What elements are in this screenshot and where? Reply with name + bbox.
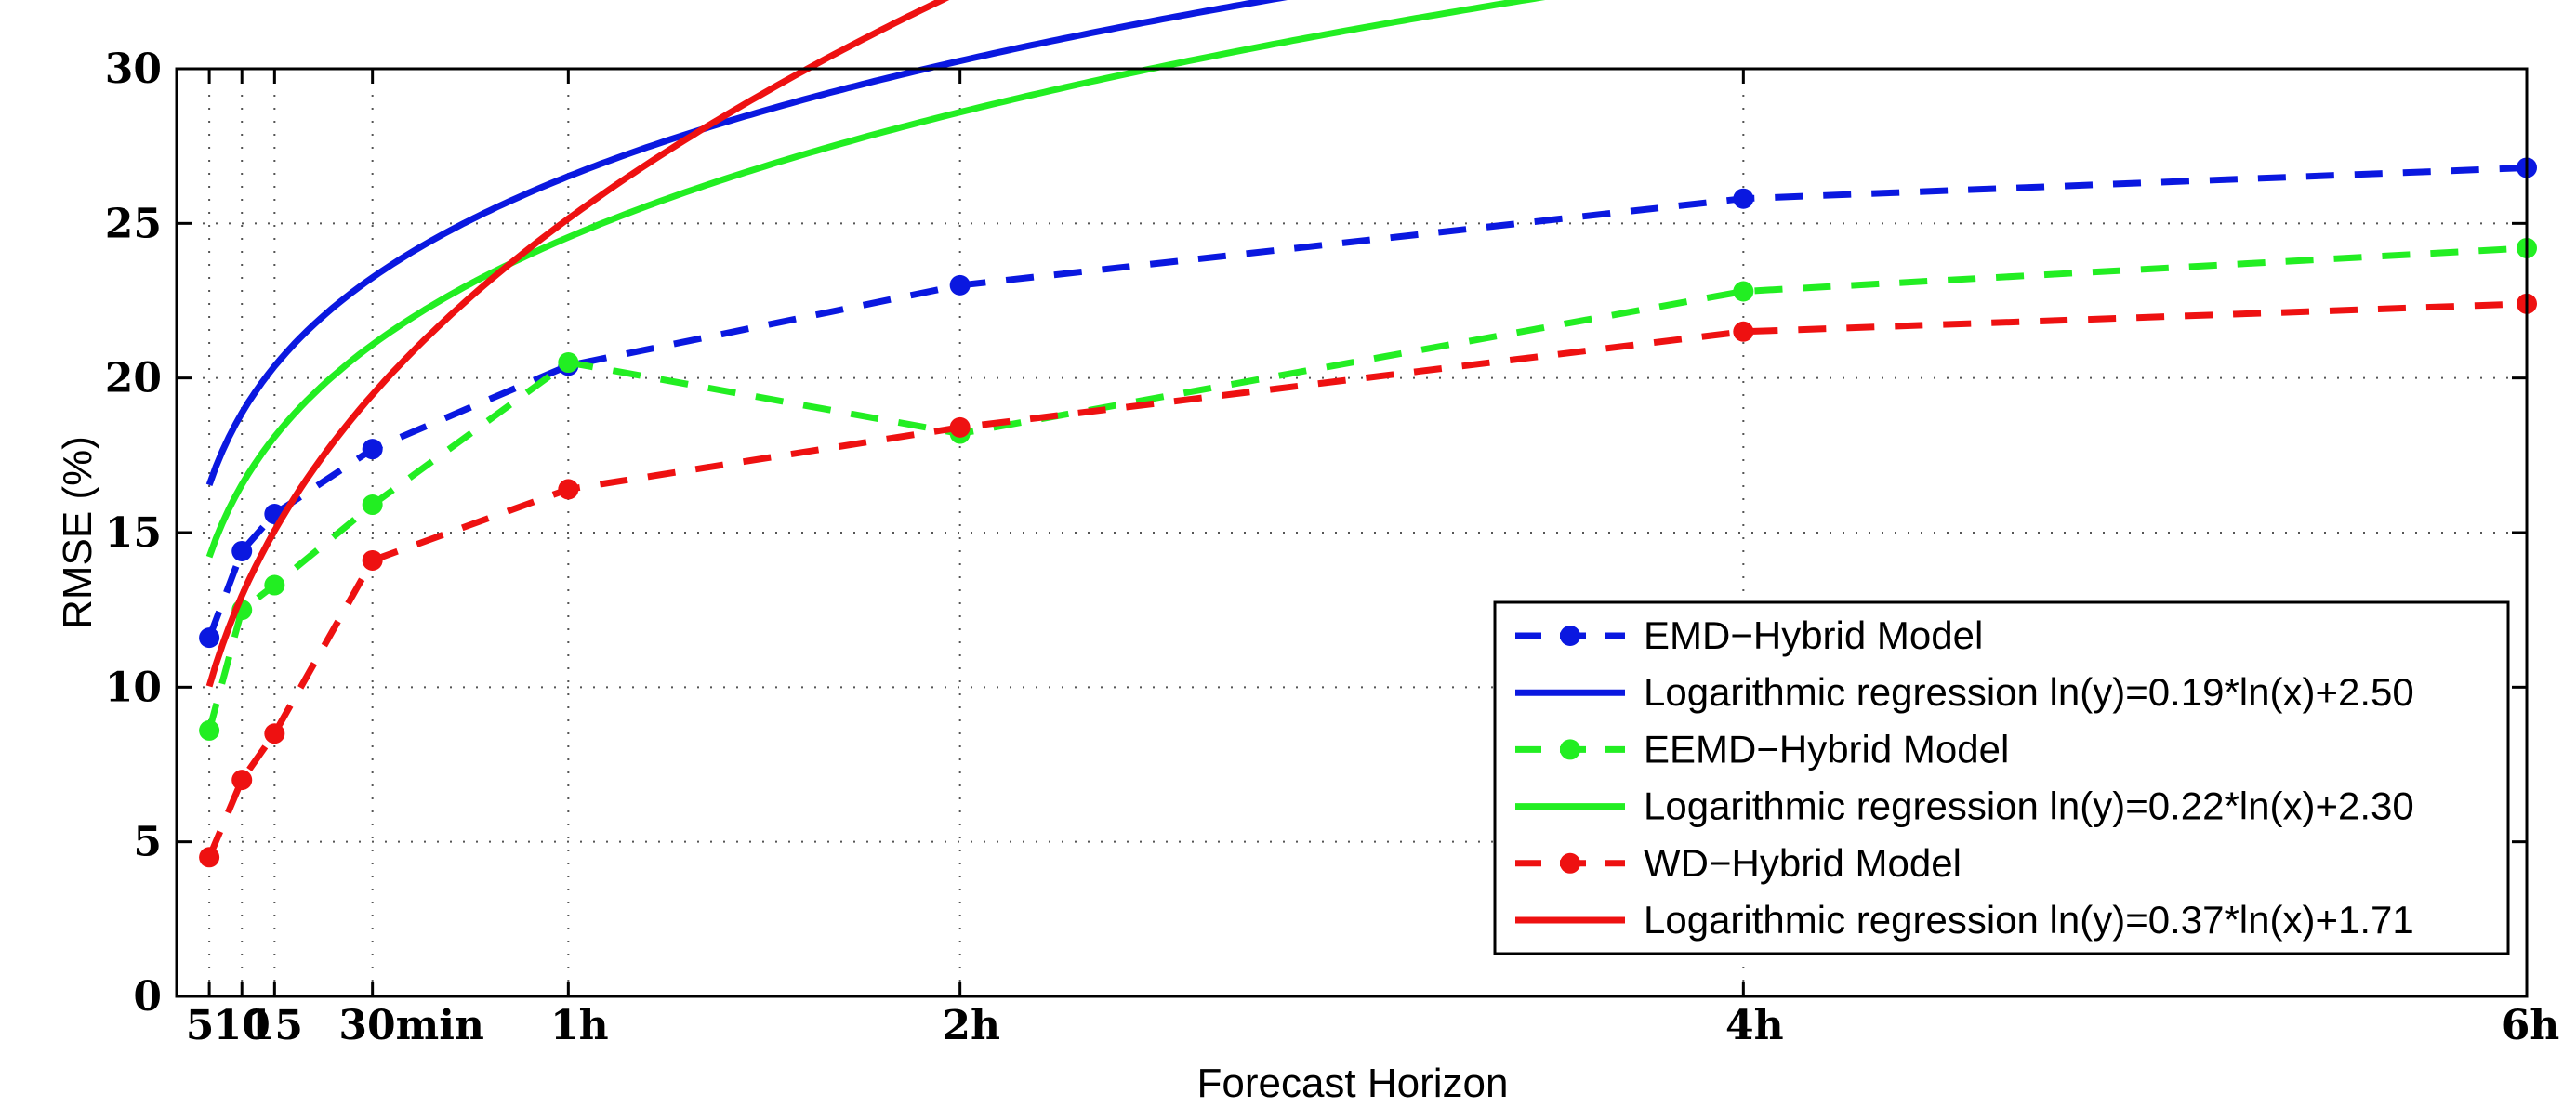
- data-point: [199, 627, 220, 649]
- legend-marker: [1560, 739, 1580, 760]
- y-tick-label: 0: [133, 973, 162, 1021]
- x-tick-label: 2h: [942, 1002, 1000, 1049]
- data-point: [949, 416, 971, 438]
- data-point: [199, 847, 220, 868]
- legend-label: EEMD−Hybrid Model: [1644, 727, 2009, 771]
- legend-label: Logarithmic regression ln(y)=0.22*ln(x)+…: [1644, 784, 2414, 828]
- data-point: [231, 770, 253, 791]
- model-line: [205, 165, 2528, 639]
- legend-label: Logarithmic regression ln(y)=0.37*ln(x)+…: [1644, 898, 2414, 942]
- data-point: [362, 439, 383, 460]
- data-point: [558, 479, 579, 500]
- legend-item: Logarithmic regression ln(y)=0.22*ln(x)+…: [1515, 784, 2414, 828]
- grid: [177, 69, 2527, 996]
- legend-label: EMD−Hybrid Model: [1644, 613, 1983, 657]
- y-tick-label: 10: [105, 664, 162, 711]
- y-tick-label: 30: [105, 46, 162, 93]
- y-tick-label: 20: [105, 355, 162, 402]
- data-point: [362, 549, 383, 571]
- model-line: [205, 244, 2528, 731]
- legend-item: Logarithmic regression ln(y)=0.19*ln(x)+…: [1515, 670, 2414, 714]
- regression-line: [205, 0, 950, 688]
- legend-item: Logarithmic regression ln(y)=0.37*ln(x)+…: [1515, 898, 2414, 942]
- x-tick-label: 30min: [338, 1002, 484, 1049]
- legend-label: Logarithmic regression ln(y)=0.19*ln(x)+…: [1644, 670, 2414, 714]
- x-tick-label: 5: [186, 1002, 215, 1049]
- data-point: [1733, 321, 1754, 342]
- x-tick-label: 10: [214, 1002, 271, 1049]
- y-tick-label: 5: [133, 819, 162, 866]
- legend-marker: [1560, 852, 1580, 874]
- legend-marker: [1560, 626, 1580, 646]
- data-point: [264, 723, 285, 744]
- y-axis-label: RMSE (%): [55, 436, 100, 629]
- data-point: [231, 540, 253, 561]
- data-point: [1733, 188, 1754, 209]
- data-point: [264, 574, 285, 596]
- x-tick-label: 1h: [550, 1002, 609, 1049]
- y-tick-label: 25: [105, 200, 162, 247]
- x-tick-label: 6h: [2502, 1002, 2560, 1049]
- legend-box: [1493, 600, 2510, 955]
- y-tick-label: 15: [105, 509, 162, 557]
- legend-item: EEMD−Hybrid Model: [1515, 727, 2009, 771]
- model-line: [205, 300, 2528, 859]
- regression-line: [205, 0, 1288, 486]
- data-point: [362, 494, 383, 516]
- data-point: [949, 274, 971, 296]
- legend-item: EMD−Hybrid Model: [1515, 613, 1983, 657]
- data-point: [558, 352, 579, 374]
- legend: EMD−Hybrid Model Logarithmic regression l…: [1493, 600, 2510, 955]
- x-tick-label: 4h: [1725, 1002, 1784, 1049]
- data-point: [1733, 281, 1754, 302]
- series-layer: [199, 0, 2537, 868]
- legend-item: WD−Hybrid Model: [1515, 841, 1962, 885]
- data-point: [199, 719, 220, 741]
- legend-label: WD−Hybrid Model: [1644, 841, 1962, 885]
- x-tick-label: 15: [246, 1002, 303, 1049]
- regression-line: [205, 0, 1546, 559]
- x-axis-label: Forecast Horizon: [1196, 1061, 1508, 1106]
